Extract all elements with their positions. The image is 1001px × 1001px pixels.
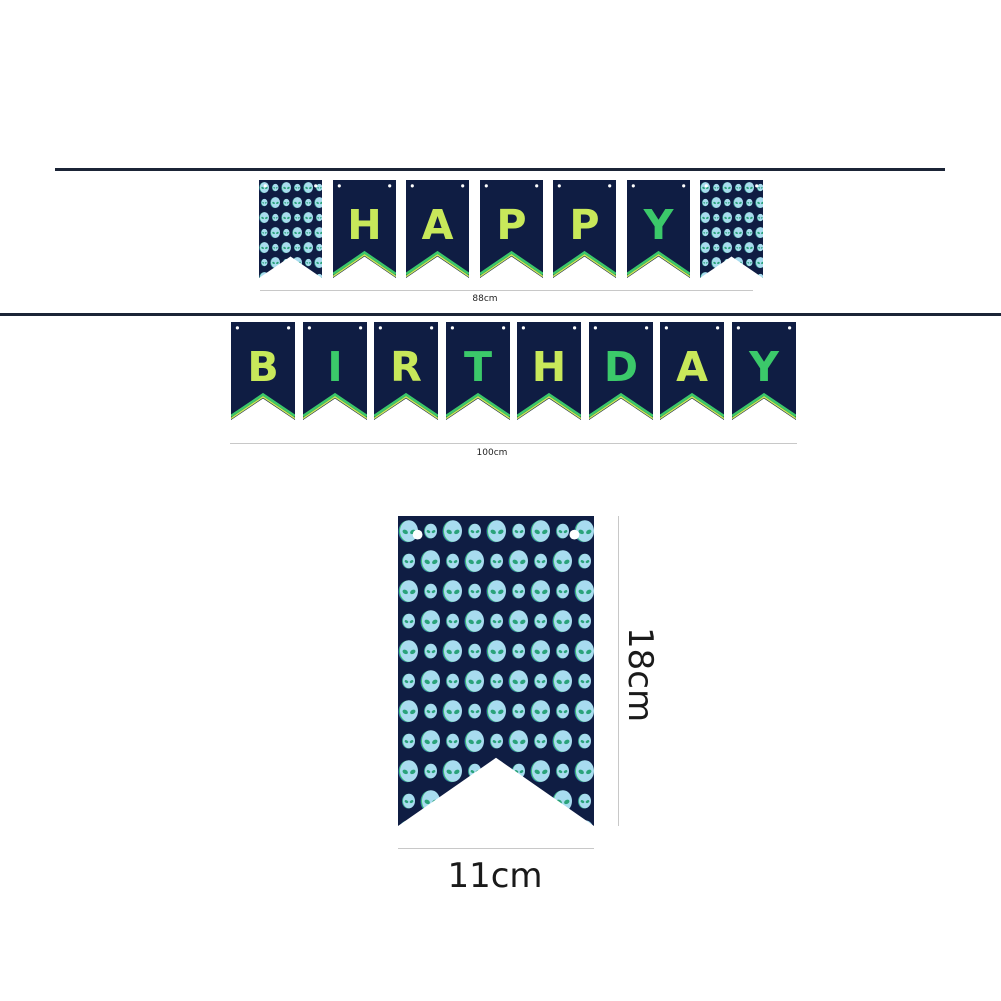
dimension-line-18cm [618, 516, 619, 826]
pennant-t: T [445, 322, 510, 420]
svg-text:H: H [532, 343, 566, 391]
svg-text:R: R [390, 343, 422, 391]
svg-text:T: T [463, 343, 491, 391]
pennant-h: H [517, 322, 581, 420]
pennant-y: Y [731, 322, 796, 420]
pennant-p: P [553, 180, 616, 278]
banner-string-top [55, 168, 945, 171]
pennant-y: Y [626, 180, 690, 278]
single-flag-detail [398, 516, 594, 830]
svg-text:H: H [347, 201, 381, 249]
pennant-d: D [588, 322, 653, 420]
svg-text:B: B [247, 343, 278, 391]
dimension-label-88cm: 88cm [472, 294, 498, 304]
svg-text:A: A [422, 201, 454, 249]
svg-text:Y: Y [642, 201, 674, 249]
dimension-label-18cm: 18cm [620, 627, 660, 723]
pennant-h: H [332, 180, 396, 278]
svg-text:D: D [603, 343, 637, 391]
pennant-pattern [700, 180, 763, 278]
pennant-a: A [660, 322, 724, 420]
dimension-label-11cm: 11cm [447, 856, 543, 896]
pennant-i: I [302, 322, 367, 420]
svg-text:Y: Y [748, 343, 780, 391]
dimension-line-88cm [260, 290, 753, 291]
dimension-label-100cm: 100cm [476, 448, 508, 458]
svg-text:P: P [496, 201, 526, 249]
svg-text:I: I [327, 343, 342, 391]
svg-text:A: A [676, 343, 708, 391]
pennant-a: A [406, 180, 469, 278]
pennant-b: B [231, 322, 295, 420]
pennant-p: P [479, 180, 543, 278]
svg-text:P: P [569, 201, 599, 249]
pennant-r: R [374, 322, 438, 420]
pennant-pattern [259, 180, 322, 278]
dimension-line-11cm [398, 848, 594, 849]
dimension-line-100cm [230, 443, 797, 444]
banner-string-bottom [0, 313, 1001, 316]
